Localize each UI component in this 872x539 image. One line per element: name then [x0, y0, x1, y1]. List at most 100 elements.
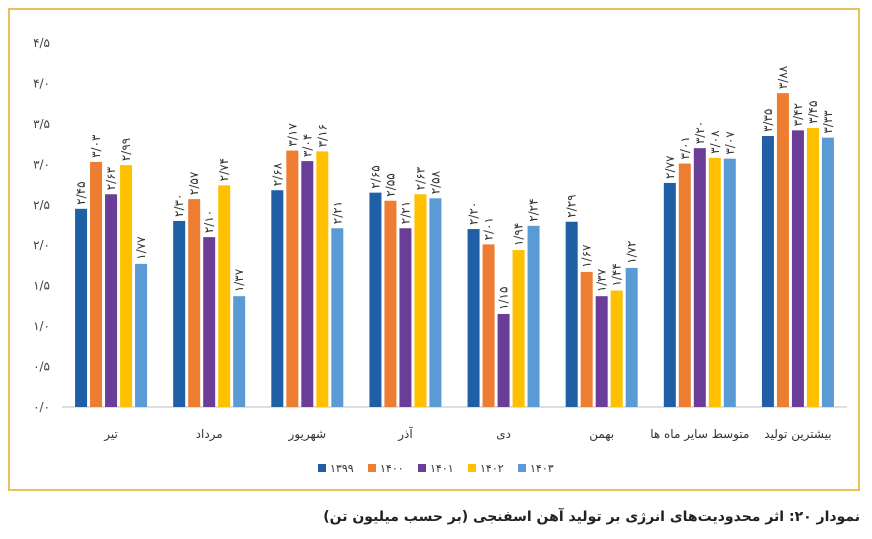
bar-chart: ۰/۰۰/۵۱/۰۱/۵۲/۰۲/۵۳/۰۳/۵۴/۰۴/۵۲/۴۵۳/۰۳۲/…	[33, 36, 847, 475]
x-tick-label: آذر	[397, 426, 413, 442]
bar	[135, 263, 148, 407]
bar	[527, 225, 540, 407]
x-tick-label: دی	[496, 427, 511, 441]
data-label: ۱/۱۵	[497, 287, 511, 310]
data-label: ۱/۷۷	[134, 236, 148, 260]
data-label: ۲/۱۰	[202, 210, 216, 233]
bar	[271, 190, 284, 407]
y-tick-label: ۳/۰	[33, 157, 50, 171]
data-label: ۲/۲۰	[467, 202, 481, 225]
bar	[316, 151, 329, 407]
data-label: ۳/۱۷	[285, 123, 299, 147]
bar	[693, 148, 706, 407]
data-label: ۱/۳۷	[232, 268, 246, 292]
legend-swatch	[318, 464, 326, 472]
legend-label: ۱۴۰۲	[480, 462, 504, 475]
data-label: ۳/۱۶	[315, 124, 329, 147]
data-label: ۲/۷۴	[217, 158, 231, 181]
data-label: ۲/۵۸	[428, 170, 442, 194]
bar	[580, 271, 593, 407]
bar	[806, 127, 819, 407]
chart-frame	[8, 8, 860, 491]
bar	[105, 194, 118, 407]
bar	[467, 229, 480, 407]
legend-swatch	[418, 464, 426, 472]
bar	[776, 93, 789, 407]
data-label: ۲/۷۷	[663, 155, 677, 179]
data-label: ۲/۰۱	[482, 217, 496, 240]
data-label: ۳/۰۳	[89, 134, 103, 158]
bar	[512, 250, 525, 407]
data-label: ۱/۹۴	[512, 223, 526, 246]
data-label: ۲/۲۹	[565, 194, 579, 217]
data-label: ۱/۳۷	[595, 268, 609, 292]
bar	[708, 157, 721, 407]
x-tick-label: متوسط سایر ماه ها	[650, 427, 749, 442]
legend-label: ۱۴۰۳	[530, 462, 554, 475]
data-label: ۳/۰۸	[708, 130, 722, 154]
bar	[791, 130, 804, 408]
data-label: ۳/۴۵	[806, 101, 820, 124]
legend-swatch	[518, 464, 526, 472]
legend-label: ۱۴۰۱	[430, 462, 454, 475]
data-label: ۱/۶۷	[580, 244, 594, 268]
bar	[429, 198, 442, 407]
bar	[414, 194, 427, 407]
data-label: ۱/۴۴	[610, 263, 624, 286]
bar	[610, 290, 623, 407]
bar	[482, 244, 495, 407]
bar	[188, 199, 201, 407]
x-tick-label: بیشترین تولید	[764, 427, 831, 442]
bar	[286, 150, 299, 408]
y-tick-label: ۲/۰	[33, 238, 50, 252]
legend-label: ۱۴۰۰	[380, 462, 404, 475]
data-label: ۲/۶۳	[104, 166, 118, 190]
data-label: ۱/۷۲	[625, 240, 639, 263]
data-label: ۲/۶۳	[413, 166, 427, 190]
data-label: ۳/۳۵	[761, 109, 775, 132]
legend-label: ۱۳۹۹	[330, 462, 354, 475]
y-tick-label: ۱/۵	[33, 279, 50, 293]
data-label: ۲/۲۱	[398, 201, 412, 224]
bar	[678, 163, 691, 407]
data-label: ۲/۶۵	[368, 165, 382, 188]
data-label: ۲/۵۷	[187, 171, 201, 195]
bar	[663, 182, 676, 407]
data-label: ۲/۲۴	[527, 198, 541, 221]
bar	[233, 296, 246, 407]
data-label: ۲/۴۵	[74, 181, 88, 204]
x-tick-label: بهمن	[589, 427, 614, 442]
data-label: ۲/۲۱	[330, 201, 344, 224]
bar	[497, 313, 510, 407]
bar	[595, 296, 608, 407]
y-tick-label: ۳/۵	[33, 117, 50, 131]
y-tick-label: ۴/۵	[33, 36, 50, 50]
legend-swatch	[468, 464, 476, 472]
data-label: ۳/۴۲	[791, 103, 805, 126]
y-tick-label: ۱/۰	[33, 319, 50, 333]
data-label: ۲/۵۵	[383, 173, 397, 196]
x-tick-label: مرداد	[196, 427, 223, 442]
data-label: ۲/۶۸	[270, 162, 284, 186]
bar	[761, 136, 774, 407]
legend-swatch	[368, 464, 376, 472]
bar	[565, 221, 578, 407]
y-tick-label: ۰/۰	[33, 400, 50, 414]
chart-caption: نمودار ۲۰: اثر محدودیت‌های انرژی بر تولی…	[323, 509, 860, 525]
bar	[821, 137, 834, 407]
bar	[369, 192, 382, 407]
bar	[301, 161, 314, 407]
bar	[723, 158, 736, 407]
data-label: ۳/۰۱	[678, 136, 692, 159]
data-label: ۳/۲۰	[693, 121, 707, 144]
data-label: ۳/۸۸	[776, 65, 790, 89]
bar	[173, 220, 186, 407]
y-tick-label: ۴/۰	[33, 76, 50, 90]
y-tick-label: ۰/۵	[33, 360, 50, 374]
data-label: ۲/۹۹	[119, 138, 133, 161]
x-tick-label: شهریور	[288, 427, 327, 442]
bar	[399, 228, 412, 407]
bar	[625, 267, 638, 407]
bar	[90, 161, 103, 407]
bar	[218, 185, 231, 407]
